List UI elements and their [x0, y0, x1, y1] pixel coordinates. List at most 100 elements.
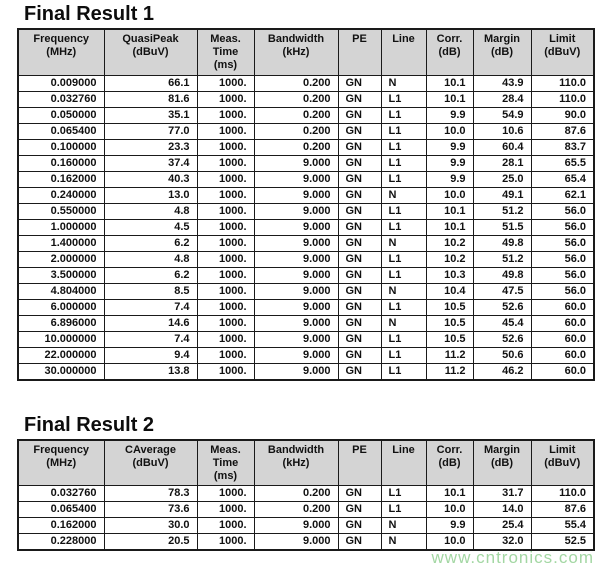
cell-pe: GN — [337, 218, 382, 236]
cell-line: L1 — [380, 266, 427, 284]
cell-meas: 1000. — [196, 314, 255, 332]
cell-limit: 90.0 — [530, 106, 595, 124]
cell-bandwidth: 9.000 — [253, 186, 339, 204]
table-row: 6.896000 14.6 1000. 9.000 GN N 10.5 45.4 60.0 — [17, 314, 595, 332]
cell-pe: GN — [337, 90, 382, 108]
table-row: 0.550000 4.8 1000. 9.000 GN L1 10.1 51.2 56.0 — [17, 202, 595, 220]
cell-margin: 60.4 — [472, 138, 532, 156]
cell-pe: GN — [337, 298, 382, 316]
header-row: Frequency (MHz) QuasiPeak (dBuV) Meas. Tim… — [17, 28, 595, 76]
cell-corr: 9.9 — [425, 170, 474, 188]
cell-meas: 1000. — [196, 234, 255, 252]
cell-corr: 10.1 — [425, 485, 474, 502]
cell-margin: 31.7 — [472, 485, 532, 502]
cell-pe: GN — [337, 170, 382, 188]
cell-line: L1 — [380, 346, 427, 364]
cell-caverage: 30.0 — [103, 517, 198, 534]
cell-bandwidth: 9.000 — [253, 298, 339, 316]
cell-limit: 56.0 — [530, 218, 595, 236]
table-row: 0.240000 13.0 1000. 9.000 GN N 10.0 49.1 62.1 — [17, 186, 595, 204]
cell-quasipeak: 13.8 — [103, 362, 198, 380]
cell-bandwidth: 9.000 — [253, 218, 339, 236]
cell-quasipeak: 37.4 — [103, 154, 198, 172]
cell-line: L1 — [380, 362, 427, 380]
cell-frequency: 4.804000 — [17, 282, 105, 300]
cell-margin: 43.9 — [472, 74, 532, 92]
cell-quasipeak: 40.3 — [103, 170, 198, 188]
cell-quasipeak: 77.0 — [103, 122, 198, 140]
cell-corr: 10.2 — [425, 234, 474, 252]
cell-meas: 1000. — [196, 122, 255, 140]
cell-meas: 1000. — [196, 282, 255, 300]
cell-pe: GN — [337, 202, 382, 220]
column-header-bandwidth: Bandwidth (kHz) — [253, 28, 339, 76]
final-result-2-table: Frequency (MHz) CAverage (dBuV) Meas. Time… — [17, 438, 595, 551]
cell-bandwidth: 9.000 — [253, 314, 339, 332]
table-row: 0.050000 35.1 1000. 0.200 GN L1 9.9 54.9 90.0 — [17, 106, 595, 124]
cell-bandwidth: 0.200 — [253, 138, 339, 156]
cell-frequency: 0.228000 — [17, 533, 105, 551]
cell-caverage: 73.6 — [103, 501, 198, 518]
table-row: 0.009000 66.1 1000. 0.200 GN N 10.1 43.9 110.0 — [17, 74, 595, 92]
table-row: 4.804000 8.5 1000. 9.000 GN N 10.4 47.5 56.0 — [17, 282, 595, 300]
cell-margin: 49.8 — [472, 234, 532, 252]
cell-bandwidth: 9.000 — [253, 154, 339, 172]
cell-bandwidth: 9.000 — [253, 202, 339, 220]
column-header-pe: PE — [337, 28, 382, 76]
cell-meas: 1000. — [196, 298, 255, 316]
cell-margin: 51.5 — [472, 218, 532, 236]
column-header-margin: Margin (dB) — [472, 439, 532, 486]
cell-corr: 9.9 — [425, 138, 474, 156]
cell-meas: 1000. — [196, 90, 255, 108]
cell-frequency: 2.000000 — [17, 250, 105, 268]
cell-line: L1 — [380, 154, 427, 172]
cell-frequency: 3.500000 — [17, 266, 105, 284]
cell-quasipeak: 14.6 — [103, 314, 198, 332]
table-row: 0.162000 30.0 1000. 9.000 GN N 9.9 25.4 55.4 — [17, 517, 595, 534]
cell-line: N — [380, 186, 427, 204]
cell-quasipeak: 13.0 — [103, 186, 198, 204]
cell-line: N — [380, 517, 427, 534]
cell-line: L1 — [380, 202, 427, 220]
cell-pe: GN — [337, 154, 382, 172]
column-header-frequency: Frequency (MHz) — [17, 439, 105, 486]
cell-line: N — [380, 282, 427, 300]
final-result-1-title: Final Result 1 — [24, 3, 155, 25]
cell-frequency: 0.050000 — [17, 106, 105, 124]
cell-margin: 25.0 — [472, 170, 532, 188]
cell-line: L1 — [380, 218, 427, 236]
cell-quasipeak: 4.8 — [103, 202, 198, 220]
cell-limit: 65.5 — [530, 154, 595, 172]
cell-margin: 49.1 — [472, 186, 532, 204]
cell-caverage: 78.3 — [103, 485, 198, 502]
cell-pe: GN — [337, 346, 382, 364]
cell-meas: 1000. — [196, 74, 255, 92]
cell-corr: 10.1 — [425, 74, 474, 92]
final-result-1-section: Final Result 1 Frequency (MHz) QuasiPeak … — [17, 3, 595, 381]
cell-bandwidth: 9.000 — [253, 533, 339, 551]
column-header-limit: Limit (dBuV) — [530, 28, 595, 76]
table-row: 10.000000 7.4 1000. 9.000 GN L1 10.5 52.6 60.0 — [17, 330, 595, 348]
cell-margin: 32.0 — [472, 533, 532, 551]
cell-corr: 10.5 — [425, 330, 474, 348]
cell-pe: GN — [337, 314, 382, 332]
cell-corr: 9.9 — [425, 154, 474, 172]
watermark-text: www.cntronics.com — [431, 548, 594, 567]
cell-margin: 14.0 — [472, 501, 532, 518]
cell-frequency: 0.240000 — [17, 186, 105, 204]
cell-quasipeak: 81.6 — [103, 90, 198, 108]
cell-frequency: 10.000000 — [17, 330, 105, 348]
cell-meas: 1000. — [196, 170, 255, 188]
cell-meas: 1000. — [196, 346, 255, 364]
cell-line: L1 — [380, 106, 427, 124]
cell-frequency: 0.009000 — [17, 74, 105, 92]
cell-quasipeak: 6.2 — [103, 234, 198, 252]
cell-frequency: 0.065400 — [17, 122, 105, 140]
final-result-1-table: Frequency (MHz) QuasiPeak (dBuV) Meas. Tim… — [17, 28, 595, 381]
cell-line: L1 — [380, 330, 427, 348]
cell-corr: 11.2 — [425, 362, 474, 380]
cell-bandwidth: 9.000 — [253, 517, 339, 534]
cell-meas: 1000. — [196, 154, 255, 172]
column-header-meas: Meas. Time (ms) — [196, 439, 255, 486]
cell-margin: 10.6 — [472, 122, 532, 140]
